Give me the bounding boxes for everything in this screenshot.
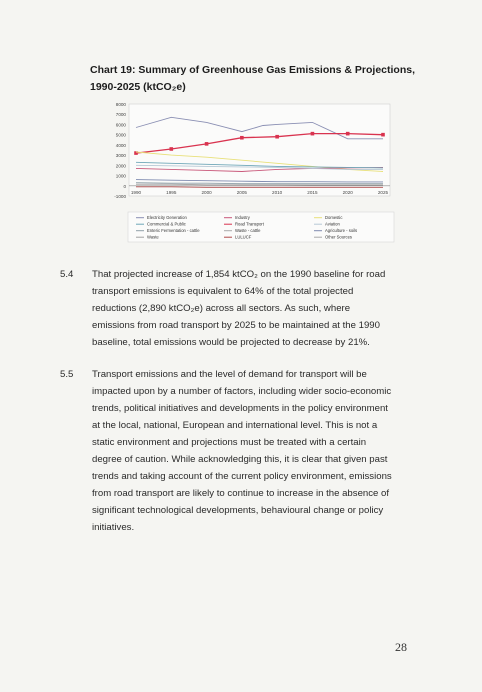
y-tick-label: -1000: [114, 194, 126, 199]
series-point: [345, 131, 350, 136]
text-line: significant technological developments, …: [92, 505, 384, 516]
text-line: at the local, national, European and int…: [92, 420, 378, 431]
series-point: [310, 131, 315, 136]
y-tick-label: 8000: [116, 102, 127, 107]
series-point: [204, 142, 209, 146]
paragraph-text: Transport emissions and the level of dem…: [92, 366, 414, 536]
x-tick-label: 2025: [378, 190, 389, 195]
series-point: [275, 134, 279, 139]
text-line: impacted upon by a number of factors, in…: [92, 386, 392, 397]
chart: 8000 7000 6000 5000 4000 3000 2000 1000 0 -1000 19…: [108, 100, 400, 248]
legend-label: Electricity Generation: [147, 215, 187, 220]
series-line: [136, 186, 383, 188]
text-line: Transport emissions and the level of dem…: [92, 369, 367, 380]
y-tick-label: 1000: [116, 174, 127, 179]
series-line: [135, 161, 384, 169]
y-tick-label: 6000: [116, 122, 127, 127]
series-line: [135, 132, 384, 154]
series-point: [169, 147, 174, 151]
text-line: initiatives.: [92, 522, 135, 533]
chart-svg: 8000 7000 6000 5000 4000 3000 2000 1000 0 -1000 19…: [114, 102, 395, 243]
x-tick-label: 2000: [201, 190, 212, 195]
legend-label: Commercial & Public: [147, 222, 186, 227]
text-line: baseline, total emissions would be proje…: [92, 337, 370, 348]
series-line: [135, 182, 383, 185]
legend-label: Waste: [147, 235, 159, 240]
y-tick-label: 7000: [116, 112, 127, 117]
series-point: [381, 132, 385, 137]
text-line: degree of caution. While acknowledging t…: [92, 454, 388, 465]
series-line: [135, 166, 384, 172]
y-tick-label: 0: [123, 184, 126, 189]
text-line: trends and taking account of the current…: [92, 471, 392, 482]
legend-label: Waste - cattle: [235, 228, 261, 233]
legend-label: Road Transport: [235, 222, 265, 227]
y-tick-label: 5000: [116, 133, 127, 138]
text-line: reductions (2,890 ktCO₂e) across all sec…: [92, 303, 351, 314]
x-tick-label: 2005: [237, 190, 248, 195]
y-tick-label: 3000: [116, 153, 127, 158]
text-line: from road transport are likely to contin…: [92, 488, 390, 499]
paragraph-number: 5.5: [60, 369, 74, 380]
series-line: [136, 183, 383, 186]
text-line: static environment and projections must …: [92, 437, 367, 448]
series-line: [135, 179, 383, 183]
x-tick-label: 1990: [131, 190, 142, 195]
legend-label: Domestic: [325, 215, 342, 220]
legend-label: Industry: [235, 215, 251, 220]
series-line: [135, 164, 383, 170]
legend-box: [127, 211, 395, 243]
chart-title: Chart 19: Summary of Greenhouse Gas Emis…: [90, 64, 416, 93]
legend-label: Aviation: [325, 222, 340, 227]
legend-label: Other Sources: [325, 235, 352, 240]
x-tick-label: 2020: [343, 190, 354, 195]
legend-label: Agriculture - soils: [325, 228, 357, 233]
x-tick-label: 2015: [307, 190, 318, 195]
paragraph-text: That projected increase of 1,854 ktCO₂ o…: [92, 266, 414, 351]
paragraph-number: 5.4: [60, 269, 74, 280]
text-line: transport emissions is equivalent to 64%…: [92, 286, 354, 297]
x-tick-label: 2010: [272, 190, 283, 195]
text-line: That projected increase of 1,854 ktCO₂ o…: [92, 269, 386, 280]
text-line: trends, political initiatives and develo…: [92, 403, 388, 414]
page-number: 28: [395, 640, 407, 654]
x-tick-label: 1995: [166, 190, 177, 195]
series-point: [134, 151, 138, 155]
legend-label: LULUCF: [235, 235, 252, 240]
y-tick-label: 2000: [116, 163, 127, 168]
y-tick-label: 4000: [116, 143, 127, 148]
series-point: [240, 135, 244, 140]
text-line: emissions from road transport by 2025 to…: [92, 320, 380, 331]
legend-label: Enteric Fermentation - cattle: [147, 228, 200, 233]
